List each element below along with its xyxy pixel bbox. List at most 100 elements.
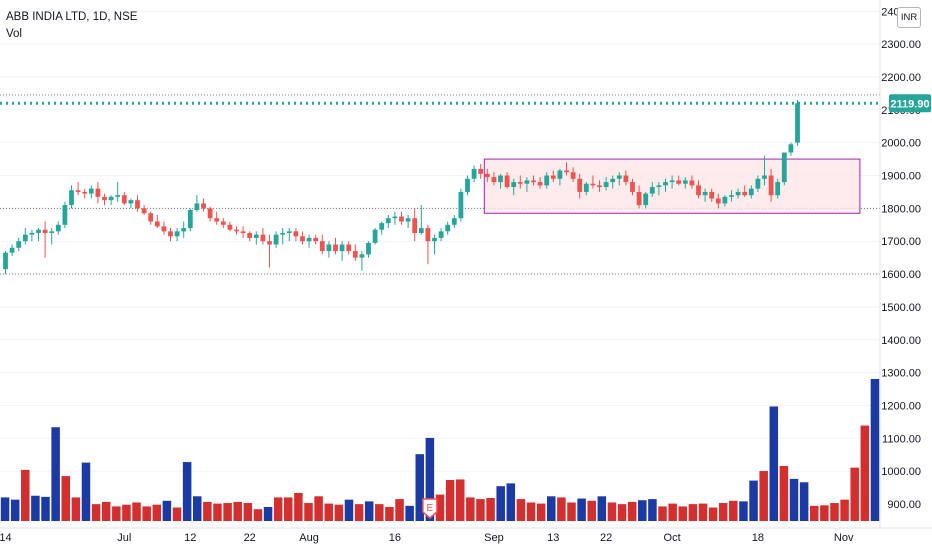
price-grid [0,10,880,505]
candle [300,231,305,245]
volume-bar [354,504,364,521]
candle [366,241,371,258]
volume-bar [71,497,81,521]
candle-body [709,191,715,199]
candle-body [379,223,385,230]
candle [326,241,332,258]
earnings-markers[interactable]: EE [422,498,932,519]
candle [82,188,88,199]
candle-body [253,234,259,238]
volume-bar [152,504,162,521]
candle [577,173,583,199]
currency-badge[interactable]: INR [897,7,921,28]
candle [187,208,193,232]
earnings-label: E [427,503,434,514]
candle [220,218,226,229]
candle-body [676,180,682,184]
candle [319,234,325,255]
volume-bar [142,506,151,521]
candle-body [735,191,741,196]
candle-body [108,196,114,201]
candle-body [161,226,167,232]
candle-body [405,218,411,222]
last-price-marker: 2119.90 [0,94,931,113]
volume-bar [627,501,637,521]
candle [709,188,715,202]
price-tick-label: 1400.00 [881,335,921,347]
candle [399,211,404,225]
volume-bar [182,462,192,521]
volume-indicator-label[interactable]: Vol [6,28,22,40]
candle-body [775,182,781,196]
candle [775,178,781,199]
price-tick-label: 1200.00 [881,400,921,412]
chart-legend: ABB INDIA LTD, 1D, NSE Vol [6,9,137,43]
candle [630,178,635,196]
volume-bar [840,499,849,521]
candle [564,162,569,176]
price-axis[interactable]: 900.00 1000.00 1100.00 1200.00 1300.00 1400.0… [879,0,921,528]
volume-bar [425,437,435,521]
candle [722,195,728,207]
candle [313,234,319,245]
candle-body [346,244,352,252]
volume-bar [638,500,647,521]
candle [610,175,616,189]
volume-bar [536,503,546,521]
volume-bar [41,496,50,521]
candle-body [544,175,550,186]
candle [194,195,200,212]
volume-bar [284,497,293,521]
candle [478,164,484,179]
earnings-marker[interactable]: E [422,498,438,519]
volume-bar [415,454,425,521]
candle-body [352,251,358,258]
candle [240,226,246,238]
candle-body [597,185,602,187]
candle [643,191,649,209]
symbol-title[interactable]: ABB INDIA LTD, 1D, NSE [6,11,138,23]
volume-bar [587,500,596,521]
volume-bar [0,497,10,521]
candle-body [300,236,305,242]
candle [379,221,385,235]
volume-bar [395,499,404,521]
candle [418,205,424,235]
candle-body [583,183,589,192]
candle [649,182,655,197]
volume-bar [405,505,414,521]
candle [702,188,708,202]
candle-body [458,191,464,219]
candle [762,155,767,186]
candle [781,152,787,186]
candle [682,177,688,189]
candle-body [88,188,94,194]
volume-bar [678,506,688,521]
candle [788,142,794,156]
candle-body [194,203,200,210]
candle-body [286,231,292,233]
volume-bar [718,503,728,521]
candle-body [3,252,8,270]
candle [293,228,299,242]
volume-bar [21,469,30,521]
time-tick-label: 18 [752,532,764,544]
candle [425,224,431,265]
candle-body [465,178,470,192]
candle [253,231,259,245]
candle [550,170,556,183]
candle [88,185,94,199]
price-tick-label: 2200.00 [881,72,921,84]
candle [570,167,576,183]
candle [795,99,800,146]
volume-bar [658,506,667,521]
candle-body [201,203,206,209]
candle-body [293,231,299,237]
candle [148,211,154,225]
time-axis[interactable]: 14 Jul 12 22 Aug 16 Sep 13 22 Oct 18 Nov [0,527,932,544]
volume-bar [112,506,121,521]
volume-bar [526,502,536,521]
candle [95,182,101,204]
